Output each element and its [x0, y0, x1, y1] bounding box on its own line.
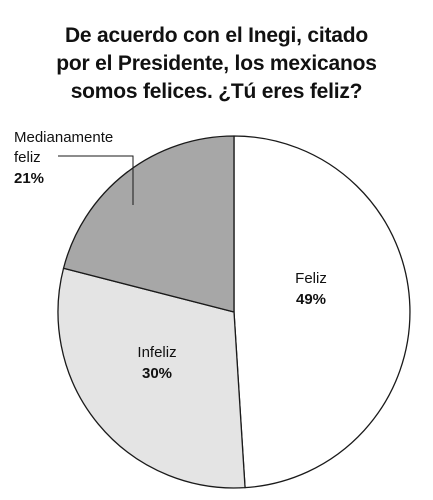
value-feliz: 49% [296, 291, 326, 308]
label-infeliz: Infeliz [137, 344, 176, 361]
title-line-1: De acuerdo con el Inegi, citado [64, 24, 369, 47]
title-line-3: somos felices. ¿Tú eres feliz? [70, 80, 363, 103]
chart-title: De acuerdo con el Inegi, citado por el P… [0, 22, 433, 106]
value-infeliz: 30% [142, 365, 172, 382]
slice-feliz [233, 135, 411, 489]
label-medianamente-line-1: Medianamente [14, 129, 113, 146]
leader-line-medianamente [58, 155, 134, 205]
label-feliz: Feliz [295, 270, 327, 287]
slice-medianamente-feliz [62, 135, 235, 313]
label-medianamente-line-2: feliz [14, 149, 41, 166]
slice-infeliz [57, 267, 246, 489]
value-medianamente: 21% [14, 170, 44, 187]
title-line-2: por el Presidente, los mexicanos [56, 52, 377, 75]
